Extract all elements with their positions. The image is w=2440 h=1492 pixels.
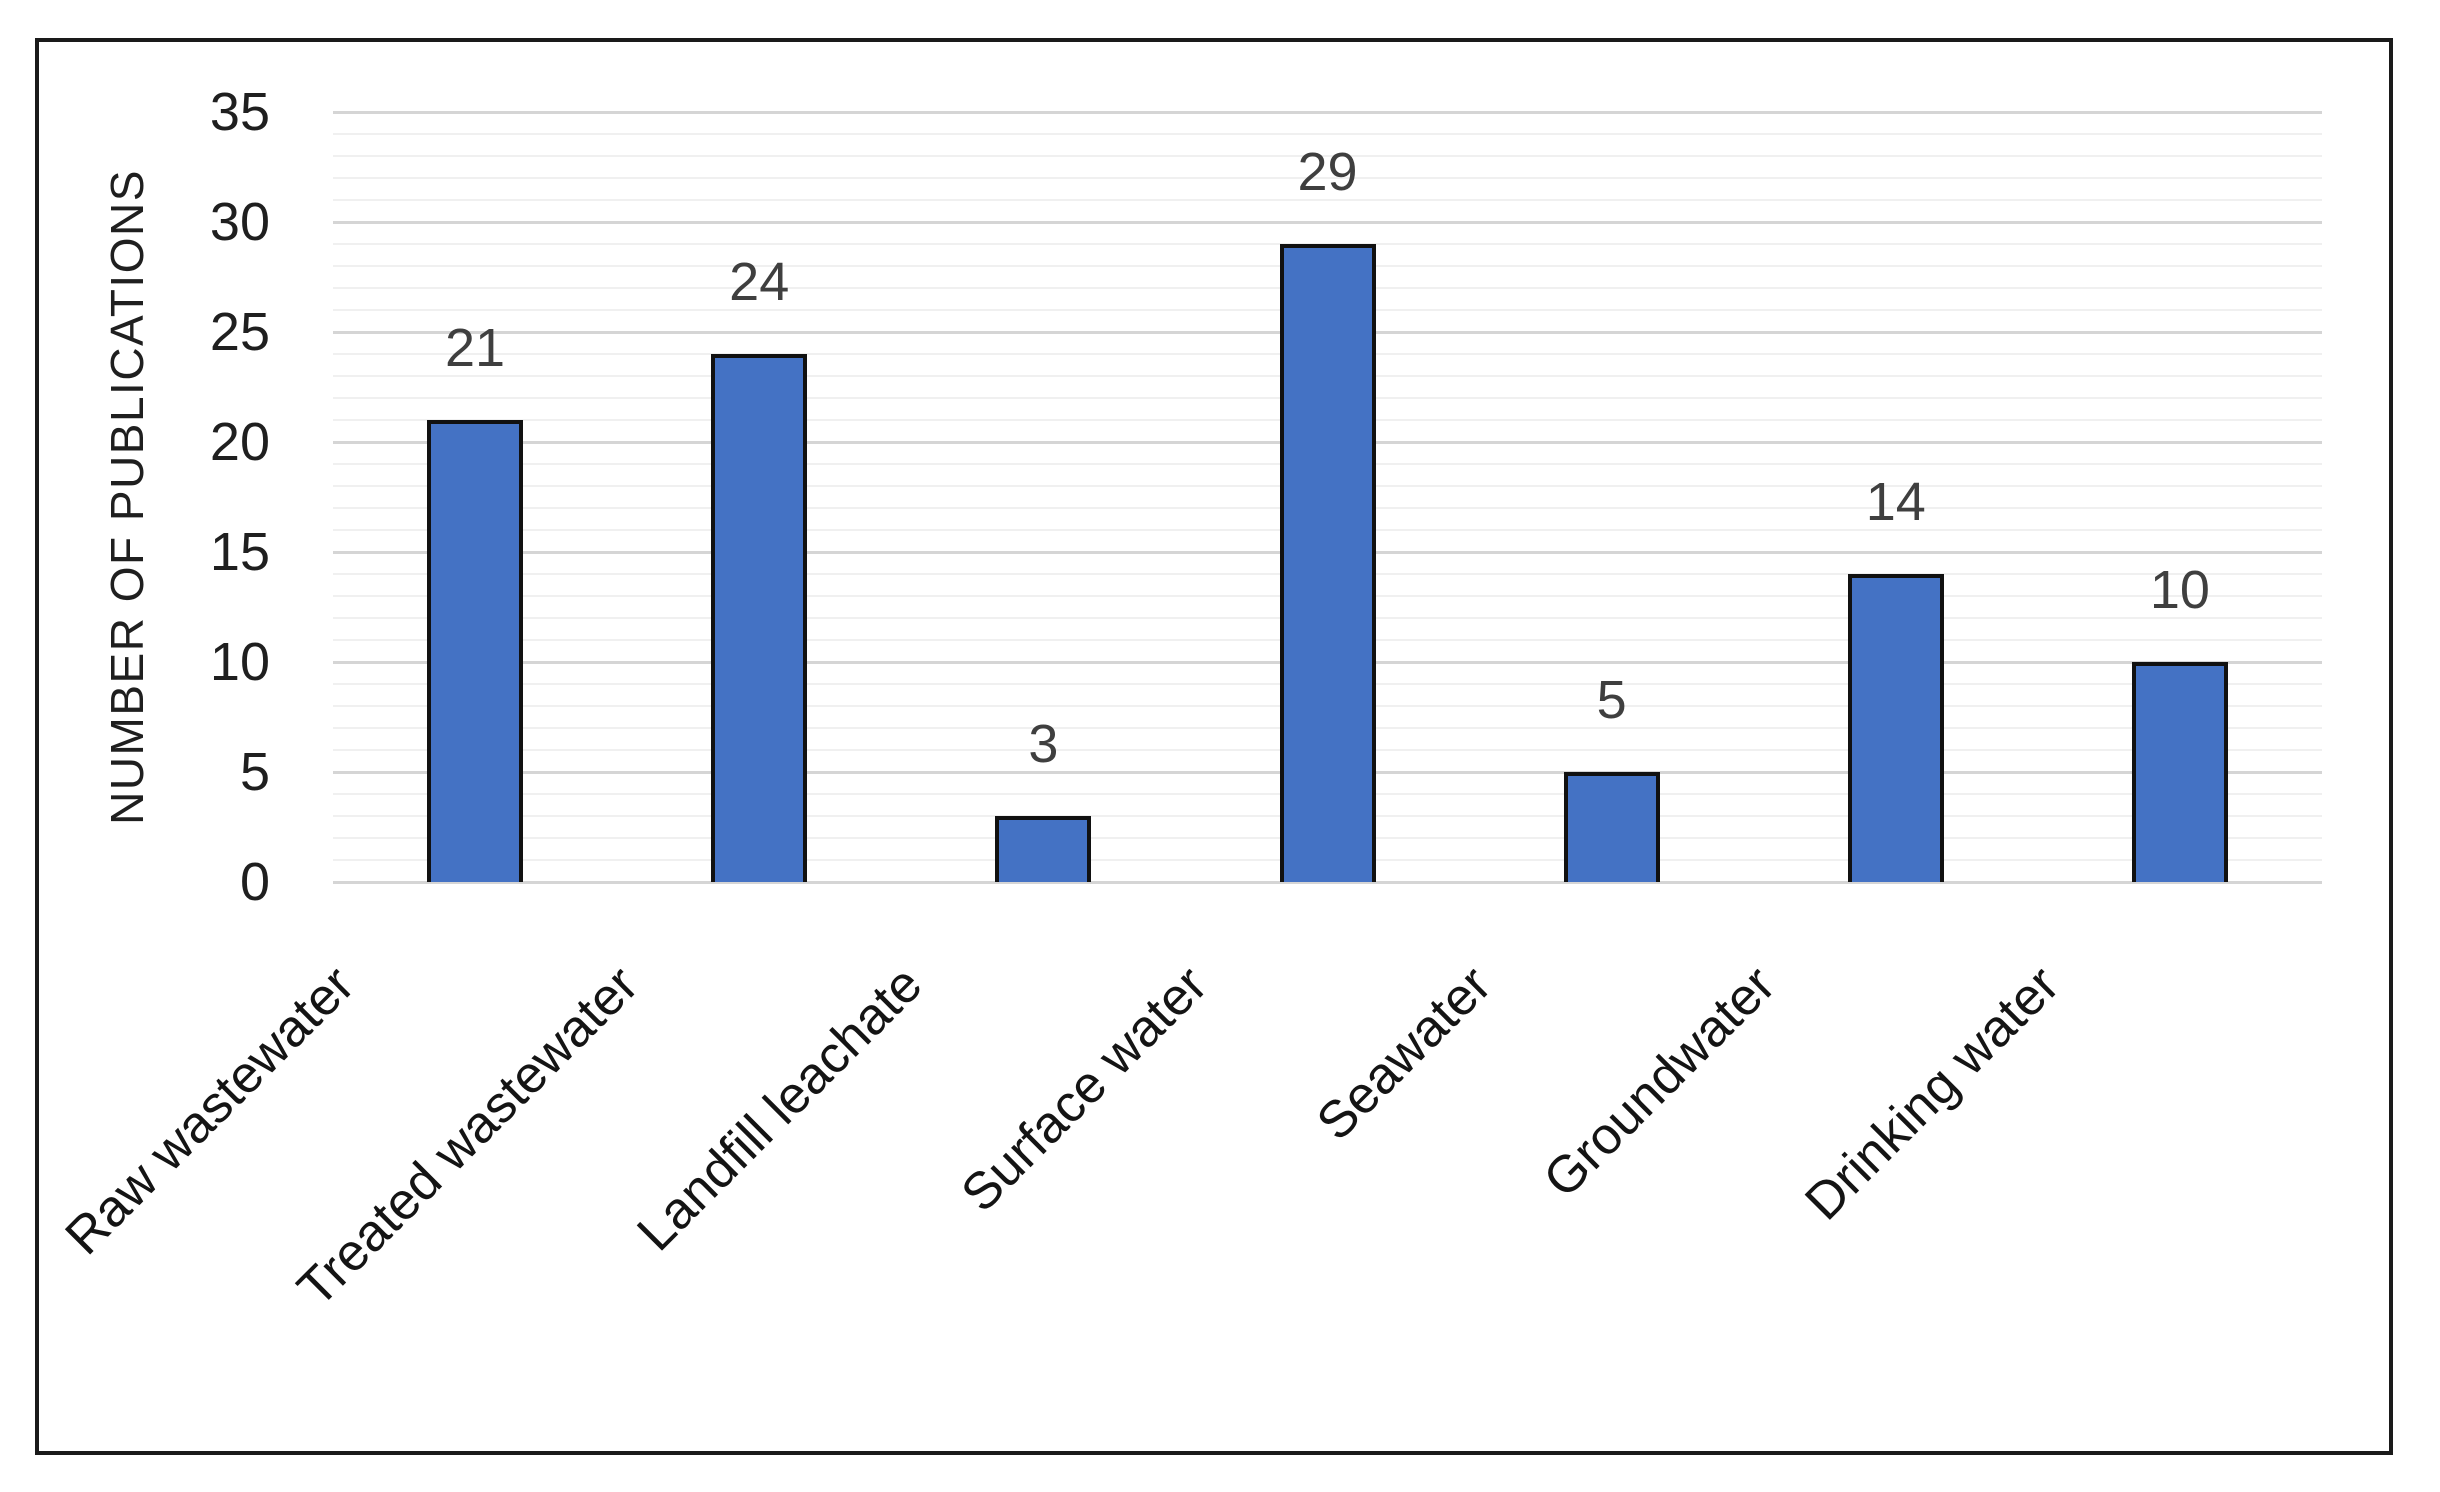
value-label-landfill-leachate: 3 xyxy=(1028,714,1059,774)
gridline-minor xyxy=(333,133,2322,135)
y-tick-label-25: 25 xyxy=(209,302,270,362)
value-label-seawater: 5 xyxy=(1596,670,1627,730)
value-label-raw-wastewater: 21 xyxy=(445,318,506,378)
y-tick-label-30: 30 xyxy=(209,192,270,252)
value-label-treated-wastewater: 24 xyxy=(729,252,790,312)
gridline-minor xyxy=(333,199,2322,201)
y-tick-label-15: 15 xyxy=(209,522,270,582)
gridline-minor xyxy=(333,155,2322,157)
bar-drinking-water xyxy=(2131,662,2228,882)
y-tick-label-35: 35 xyxy=(209,82,270,142)
y-tick-label-20: 20 xyxy=(209,412,270,472)
value-label-drinking-water: 10 xyxy=(2149,560,2210,620)
bar-groundwater xyxy=(1847,574,1944,882)
bar-landfill-leachate xyxy=(995,816,1092,882)
gridline-major xyxy=(333,111,2322,114)
y-tick-label-5: 5 xyxy=(239,742,270,802)
bar-seawater xyxy=(1563,772,1660,882)
y-tick-label-10: 10 xyxy=(209,632,270,692)
bar-raw-wastewater xyxy=(427,420,524,882)
bar-surface-water xyxy=(1279,244,1376,882)
gridline-major xyxy=(333,221,2322,224)
gridline-major xyxy=(333,881,2322,884)
value-label-surface-water: 29 xyxy=(1297,142,1358,202)
value-label-groundwater: 14 xyxy=(1865,472,1926,532)
plot-area xyxy=(333,111,2322,884)
bar-treated-wastewater xyxy=(711,354,808,882)
y-tick-label-0: 0 xyxy=(239,852,270,912)
gridline-minor xyxy=(333,177,2322,179)
y-axis-title: NUMBER OF PUBLICATIONS xyxy=(101,169,153,825)
